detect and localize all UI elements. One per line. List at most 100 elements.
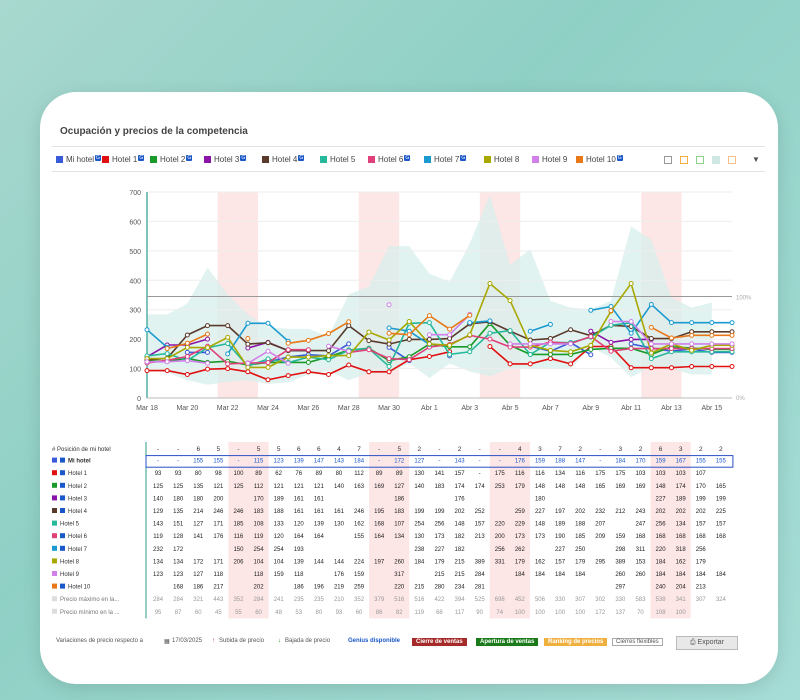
price-cell[interactable]: 259: [354, 585, 365, 591]
price-cell[interactable]: 184: [696, 572, 707, 578]
price-cell[interactable]: 174: [475, 484, 486, 490]
price-cell[interactable]: 422: [434, 597, 445, 603]
price-cell[interactable]: 60: [195, 610, 202, 616]
price-cell[interactable]: 213: [696, 585, 707, 591]
price-cell[interactable]: 199: [696, 496, 707, 502]
price-cell[interactable]: 389: [615, 559, 626, 565]
price-cell[interactable]: 112: [254, 484, 264, 490]
price-cell[interactable]: 125: [173, 484, 184, 490]
price-cell[interactable]: 116: [515, 471, 525, 477]
price-cell[interactable]: 185: [233, 522, 244, 528]
price-cell[interactable]: 121: [213, 484, 224, 490]
price-cell[interactable]: 190: [555, 534, 566, 540]
price-cell[interactable]: 140: [153, 496, 164, 502]
price-cell[interactable]: 232: [595, 509, 606, 515]
price-cell[interactable]: 207: [595, 522, 606, 528]
price-cell[interactable]: 53: [295, 610, 302, 616]
price-cell[interactable]: 100: [676, 610, 687, 616]
price-cell[interactable]: 220: [656, 547, 667, 553]
price-cell[interactable]: 130: [414, 534, 425, 540]
price-cell[interactable]: 525: [475, 597, 486, 603]
price-cell[interactable]: 169: [615, 484, 626, 490]
price-cell[interactable]: 135: [173, 509, 184, 515]
price-cell[interactable]: 183: [254, 509, 265, 515]
price-cell[interactable]: 133: [274, 522, 285, 528]
price-cell[interactable]: 168: [716, 534, 727, 540]
price-cell[interactable]: 220: [495, 522, 506, 528]
price-cell[interactable]: 516: [394, 597, 405, 603]
price-cell[interactable]: 175: [495, 471, 506, 477]
price-cell[interactable]: 127: [394, 484, 405, 490]
price-cell[interactable]: 159: [615, 534, 626, 540]
price-cell[interactable]: 210: [334, 597, 345, 603]
price-cell[interactable]: 93: [175, 471, 182, 477]
price-cell[interactable]: -: [438, 459, 440, 465]
toggle-box-3[interactable]: [712, 156, 720, 164]
price-cell[interactable]: 215: [455, 559, 466, 565]
price-cell[interactable]: 55: [235, 610, 242, 616]
price-cell[interactable]: 227: [535, 509, 546, 515]
price-cell[interactable]: 284: [254, 597, 265, 603]
price-cell[interactable]: 161: [314, 509, 325, 515]
price-cell[interactable]: 95: [155, 610, 162, 616]
price-cell[interactable]: 197: [555, 509, 566, 515]
price-cell[interactable]: 163: [354, 484, 365, 490]
price-cell[interactable]: 256: [495, 547, 506, 553]
price-cell[interactable]: 225: [716, 509, 727, 515]
price-cell[interactable]: 209: [595, 534, 606, 540]
price-cell[interactable]: 74: [496, 610, 503, 616]
price-cell[interactable]: 180: [193, 496, 204, 502]
price-cell[interactable]: 250: [575, 547, 586, 553]
price-cell[interactable]: 130: [414, 471, 425, 477]
price-cell[interactable]: 176: [515, 459, 526, 465]
price-cell[interactable]: 256: [696, 547, 707, 553]
price-cell[interactable]: 253: [495, 484, 506, 490]
price-cell[interactable]: 202: [575, 509, 586, 515]
price-cell[interactable]: 174: [455, 484, 466, 490]
price-cell[interactable]: 118: [294, 572, 304, 578]
price-cell[interactable]: 188: [555, 459, 566, 465]
price-cell[interactable]: 147: [314, 459, 325, 465]
price-cell[interactable]: 125: [233, 484, 244, 490]
price-cell[interactable]: 164: [294, 534, 305, 540]
price-cell[interactable]: 317: [394, 572, 405, 578]
legend-item-hotel-10[interactable]: Hotel 10 G: [576, 155, 623, 164]
toggle-box-2[interactable]: [696, 156, 704, 164]
price-cell[interactable]: 256: [656, 522, 667, 528]
price-cell[interactable]: 196: [314, 585, 325, 591]
price-cell[interactable]: 76: [295, 471, 302, 477]
price-cell[interactable]: 93: [155, 471, 162, 477]
price-cell[interactable]: 182: [455, 534, 466, 540]
price-cell[interactable]: 162: [535, 559, 546, 565]
price-cell[interactable]: 179: [515, 559, 526, 565]
price-cell[interactable]: 227: [555, 547, 566, 553]
price-cell[interactable]: 161: [334, 509, 345, 515]
price-cell[interactable]: 168: [696, 534, 707, 540]
price-cell[interactable]: 123: [173, 572, 184, 578]
price-cell[interactable]: 281: [475, 585, 486, 591]
price-cell[interactable]: 330: [615, 597, 626, 603]
price-cell[interactable]: -: [378, 459, 380, 465]
price-cell[interactable]: 202: [696, 509, 707, 515]
price-cell[interactable]: -: [479, 459, 481, 465]
price-cell[interactable]: 175: [595, 471, 606, 477]
price-cell[interactable]: -: [479, 471, 481, 477]
price-cell[interactable]: 140: [334, 484, 345, 490]
price-cell[interactable]: 260: [394, 559, 405, 565]
price-cell[interactable]: 68: [436, 610, 443, 616]
price-cell[interactable]: 583: [635, 597, 646, 603]
price-cell[interactable]: 215: [414, 585, 425, 591]
price-cell[interactable]: 188: [575, 522, 586, 528]
price-cell[interactable]: 148: [656, 484, 667, 490]
price-cell[interactable]: 184: [656, 559, 667, 565]
price-cell[interactable]: 143: [334, 459, 345, 465]
price-cell[interactable]: 176: [213, 534, 224, 540]
price-cell[interactable]: 219: [334, 585, 345, 591]
price-cell[interactable]: 240: [656, 585, 667, 591]
price-cell[interactable]: 199: [414, 509, 425, 515]
price-cell[interactable]: 134: [153, 559, 164, 565]
price-cell[interactable]: 169: [635, 484, 646, 490]
